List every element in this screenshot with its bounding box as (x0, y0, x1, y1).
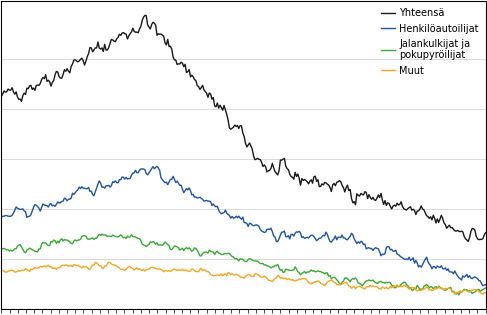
Muut (361, 286, 367, 290)
Yhteensä (465, 240, 471, 243)
Jalankulkijat ja
pokupyröilijat (168, 248, 173, 251)
Henkilöautoilijat (349, 232, 355, 235)
Muut (106, 261, 112, 264)
Yhteensä (142, 14, 148, 17)
Jalankulkijat ja
pokupyröilijat (349, 278, 355, 281)
Muut (349, 286, 355, 290)
Henkilöautoilijat (361, 243, 367, 246)
Henkilöautoilijat (0, 215, 4, 219)
Yhteensä (0, 94, 4, 98)
Line: Jalankulkijat ja
pokupyröilijat: Jalankulkijat ja pokupyröilijat (1, 234, 486, 295)
Yhteensä (358, 192, 364, 195)
Jalankulkijat ja
pokupyröilijat (483, 286, 487, 290)
Henkilöautoilijat (483, 283, 487, 287)
Muut (358, 285, 364, 289)
Jalankulkijat ja
pokupyröilijat (361, 282, 367, 286)
Muut (420, 287, 426, 291)
Muut (452, 292, 458, 296)
Henkilöautoilijat (251, 224, 257, 228)
Yhteensä (483, 231, 487, 234)
Legend: Yhteensä, Henkilöautoilijat, Jalankulkijat ja
pokupyröilijat, Muut: Yhteensä, Henkilöautoilijat, Jalankulkij… (377, 4, 483, 80)
Yhteensä (168, 44, 173, 48)
Jalankulkijat ja
pokupyröilijat (251, 259, 257, 263)
Line: Henkilöautoilijat: Henkilöautoilijat (1, 166, 486, 286)
Yhteensä (251, 154, 257, 158)
Yhteensä (361, 193, 367, 197)
Henkilöautoilijat (358, 239, 364, 243)
Jalankulkijat ja
pokupyröilijat (99, 232, 105, 236)
Line: Yhteensä: Yhteensä (1, 15, 486, 242)
Yhteensä (349, 197, 355, 200)
Muut (251, 275, 257, 278)
Jalankulkijat ja
pokupyröilijat (0, 247, 4, 251)
Line: Muut: Muut (1, 262, 486, 294)
Henkilöautoilijat (420, 263, 426, 266)
Jalankulkijat ja
pokupyröilijat (358, 283, 364, 286)
Yhteensä (420, 207, 426, 211)
Muut (0, 268, 4, 272)
Henkilöautoilijat (154, 164, 160, 168)
Muut (483, 291, 487, 295)
Henkilöautoilijat (480, 284, 486, 288)
Henkilöautoilijat (168, 178, 173, 181)
Muut (168, 270, 173, 273)
Jalankulkijat ja
pokupyröilijat (456, 293, 462, 297)
Jalankulkijat ja
pokupyröilijat (420, 288, 426, 291)
